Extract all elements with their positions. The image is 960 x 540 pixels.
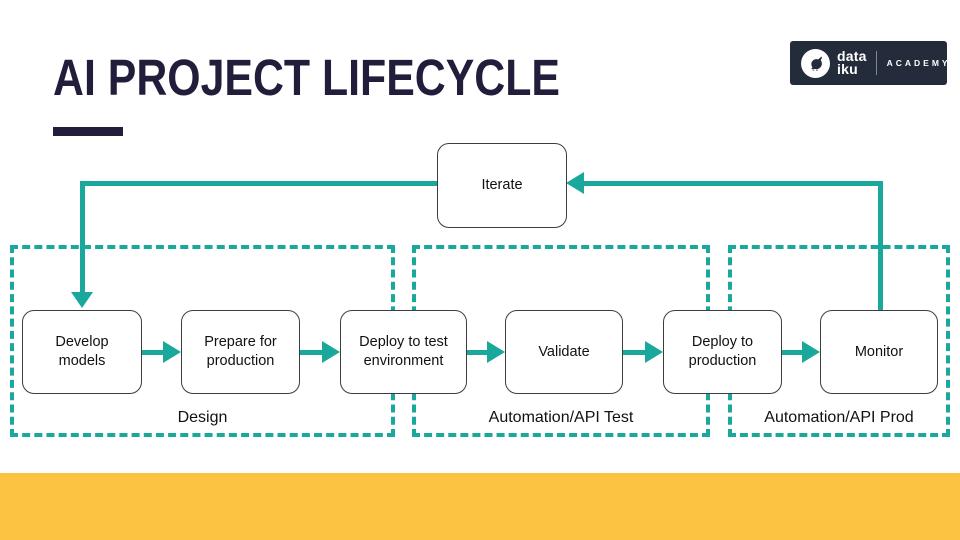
logo-word-iku: iku <box>837 61 858 77</box>
flow-node-monitor: Monitor <box>820 310 938 394</box>
title-underline <box>53 127 123 136</box>
group-automation-api-test-label: Automation/API Test <box>488 409 634 426</box>
connector-iterate-left-horizontal <box>82 181 437 186</box>
footer-accent-bar <box>0 473 960 540</box>
connector-monitor-iterate-horizontal <box>583 181 883 186</box>
logo-wordmark: data iku <box>837 47 867 77</box>
connector-prepare-to-deploy-test <box>300 350 323 355</box>
flow-node-iterate: Iterate <box>437 143 567 228</box>
arrowhead-prepare-to-deploy-test-icon <box>322 341 340 363</box>
logo-word-data: data <box>837 47 867 64</box>
arrowhead-into-develop-models-icon <box>71 292 93 308</box>
logo-academy-label: ACADEMY <box>886 58 951 68</box>
flow-node-prepare-for-production: Prepare for production <box>181 310 300 394</box>
flow-node-deploy-to-production: Deploy to production <box>663 310 782 394</box>
connector-validate-to-deploy-prod <box>623 350 646 355</box>
page-title: AI PROJECT LIFECYCLE <box>53 49 560 106</box>
flow-node-deploy-to-test-environment: Deploy to test environment <box>340 310 467 394</box>
arrowhead-validate-to-deploy-prod-icon <box>645 341 663 363</box>
flow-node-validate: Validate <box>505 310 623 394</box>
arrowhead-develop-to-prepare-icon <box>163 341 181 363</box>
connector-deploy-prod-to-monitor <box>782 350 803 355</box>
connector-iterate-left-vertical <box>80 181 85 293</box>
dataiku-logo: data iku ACADEMY <box>790 41 948 85</box>
logo-divider <box>875 51 877 75</box>
group-design-label: Design <box>177 409 228 426</box>
arrowhead-deploy-test-to-validate-icon <box>487 341 505 363</box>
dataiku-bird-icon <box>801 48 830 78</box>
arrowhead-deploy-prod-to-monitor-icon <box>802 341 820 363</box>
connector-monitor-up-vertical <box>878 181 883 310</box>
arrowhead-into-iterate-icon <box>566 172 584 194</box>
connector-develop-to-prepare <box>142 350 164 355</box>
flow-node-develop-models: Develop models <box>22 310 142 394</box>
group-automation-api-prod-label: Automation/API Prod <box>764 409 914 426</box>
connector-deploy-test-to-validate <box>467 350 488 355</box>
